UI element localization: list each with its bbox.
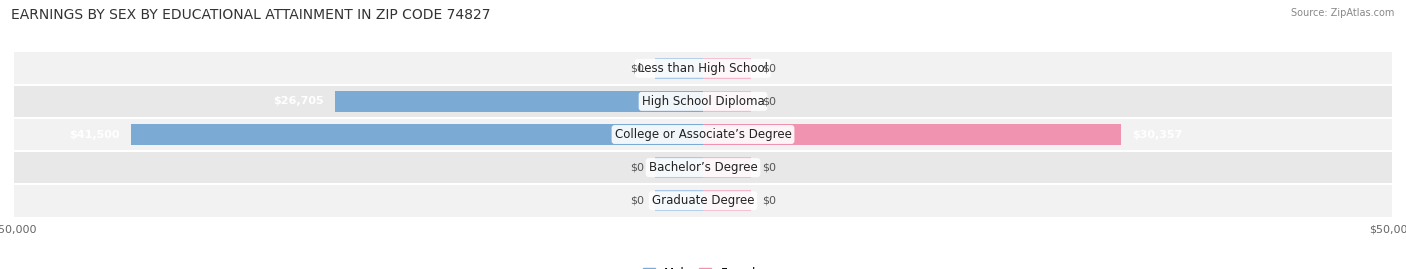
Bar: [14, 152, 1392, 183]
Text: EARNINGS BY SEX BY EDUCATIONAL ATTAINMENT IN ZIP CODE 74827: EARNINGS BY SEX BY EDUCATIONAL ATTAINMEN…: [11, 8, 491, 22]
Text: $0: $0: [630, 196, 644, 206]
Text: $0: $0: [630, 162, 644, 173]
Text: Less than High School: Less than High School: [638, 62, 768, 75]
Text: Graduate Degree: Graduate Degree: [652, 194, 754, 207]
Bar: [14, 119, 1392, 150]
Bar: [14, 86, 1392, 117]
Bar: [14, 185, 1392, 217]
Text: Bachelor’s Degree: Bachelor’s Degree: [648, 161, 758, 174]
Text: $26,705: $26,705: [273, 96, 323, 107]
Bar: [703, 190, 751, 211]
Bar: [703, 157, 751, 178]
Text: $30,357: $30,357: [1132, 129, 1182, 140]
Text: College or Associate’s Degree: College or Associate’s Degree: [614, 128, 792, 141]
Bar: [703, 124, 1121, 145]
Bar: [655, 190, 703, 211]
Bar: [655, 157, 703, 178]
Text: $0: $0: [762, 96, 776, 107]
Bar: [335, 91, 703, 112]
Text: $0: $0: [762, 162, 776, 173]
Bar: [14, 52, 1392, 84]
Bar: [703, 58, 751, 79]
Text: Source: ZipAtlas.com: Source: ZipAtlas.com: [1291, 8, 1395, 18]
Text: $0: $0: [630, 63, 644, 73]
Bar: [655, 58, 703, 79]
Bar: [131, 124, 703, 145]
Text: $41,500: $41,500: [70, 129, 120, 140]
Text: $0: $0: [762, 196, 776, 206]
Bar: [703, 91, 751, 112]
Legend: Male, Female: Male, Female: [643, 267, 763, 269]
Text: High School Diploma: High School Diploma: [641, 95, 765, 108]
Text: $0: $0: [762, 63, 776, 73]
